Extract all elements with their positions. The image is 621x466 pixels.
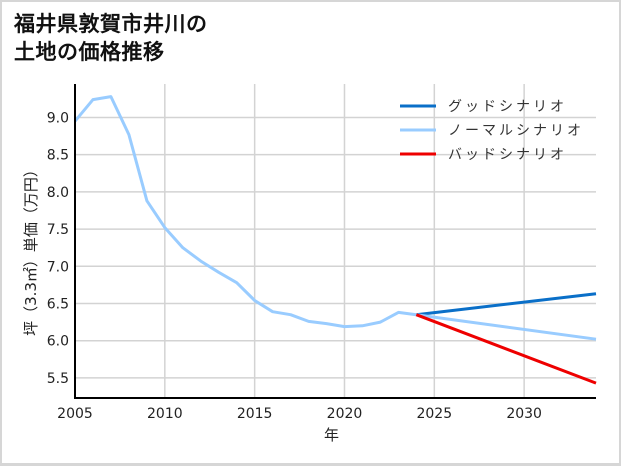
x-tick-label: 2020	[327, 406, 363, 422]
x-tick-label: 2030	[506, 406, 542, 422]
chart-title: 福井県敦賀市井川の 土地の価格推移	[14, 10, 208, 66]
y-tick-label: 7.0	[47, 259, 69, 275]
y-tick-label: 9.0	[47, 110, 69, 126]
y-tick-label: 6.5	[47, 297, 69, 313]
y-tick-label: 5.5	[47, 371, 69, 387]
x-tick-label: 2010	[147, 406, 183, 422]
legend-label: バッドシナリオ	[448, 147, 567, 163]
series-line	[73, 95, 597, 341]
series-line	[415, 313, 597, 385]
y-tick-label: 6.0	[47, 334, 69, 350]
y-tick-label: 8.0	[47, 185, 69, 201]
legend-label: ノーマルシナリオ	[448, 123, 584, 139]
x-axis-label: 年	[324, 426, 339, 444]
legend-label: グッドシナリオ	[448, 99, 567, 115]
y-tick-label: 8.5	[47, 148, 69, 164]
y-tick-label: 7.5	[47, 222, 69, 238]
x-tick-label: 2025	[416, 406, 452, 422]
chart-title-line1: 福井県敦賀市井川の	[14, 12, 208, 36]
x-tick-label: 2005	[57, 406, 93, 422]
chart-title-line2: 土地の価格推移	[14, 40, 165, 64]
x-tick-label: 2015	[237, 406, 273, 422]
series-line	[416, 292, 597, 317]
y-axis-label: 坪（3.3㎡）単価（万円）	[22, 162, 40, 336]
